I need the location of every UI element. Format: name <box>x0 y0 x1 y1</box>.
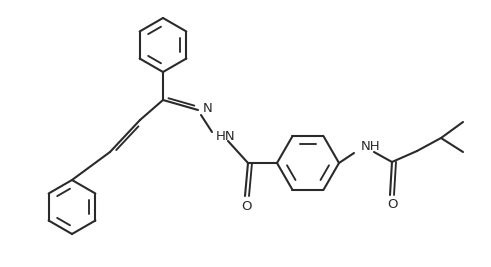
Text: O: O <box>242 199 252 213</box>
Text: N: N <box>203 103 213 116</box>
Text: O: O <box>388 198 398 211</box>
Text: HN: HN <box>216 131 236 143</box>
Text: NH: NH <box>361 140 381 154</box>
